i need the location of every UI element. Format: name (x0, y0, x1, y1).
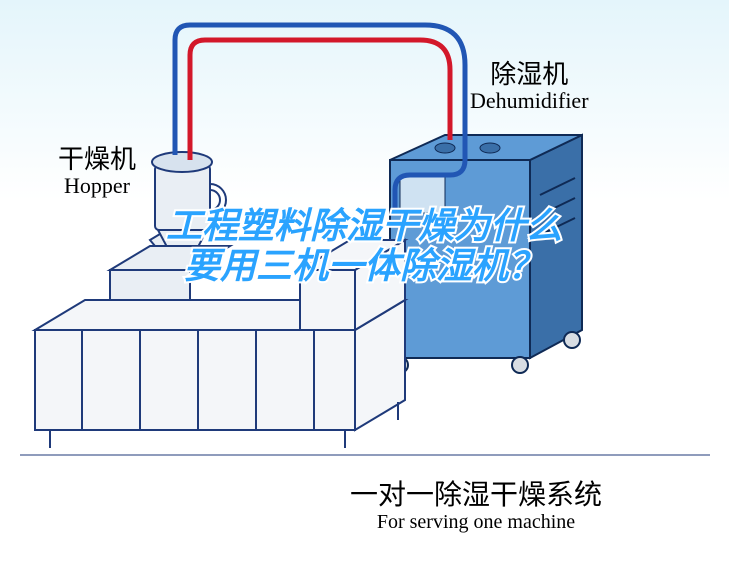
title-line-1: 工程塑料除湿干燥为什么 (166, 205, 562, 246)
title-line-2: 要用三机一体除湿机？ (184, 245, 544, 286)
diagram-stage: 干燥机 Hopper 除湿机 Dehumidifier 一对一除湿干燥系统 Fo… (0, 0, 729, 561)
title-overlay-layer: 工程塑料除湿干燥为什么 要用三机一体除湿机？ (0, 0, 729, 561)
